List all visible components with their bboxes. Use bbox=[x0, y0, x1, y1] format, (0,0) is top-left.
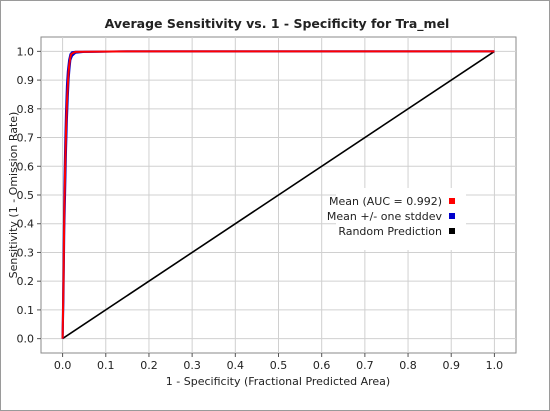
x-tick-label: 0.8 bbox=[399, 359, 417, 372]
x-axis-label: 1 - Specificity (Fractional Predicted Ar… bbox=[166, 375, 390, 388]
legend-label-random: Random Prediction bbox=[338, 225, 442, 238]
y-tick-label: 0.6 bbox=[17, 160, 35, 173]
x-tick-label: 0.0 bbox=[54, 359, 72, 372]
mean-roc-line bbox=[61, 50, 495, 339]
y-tick-label: 0.1 bbox=[17, 304, 35, 317]
legend-swatch-stddev bbox=[449, 213, 455, 219]
x-axis-ticks: 0.0 0.1 0.2 0.3 0.4 0.5 0.6 0.7 0.8 0.9 1.0 bbox=[54, 353, 503, 372]
y-tick-label: 1.0 bbox=[17, 45, 35, 58]
y-tick-label: 0.9 bbox=[17, 74, 35, 87]
x-tick-label: 0.3 bbox=[183, 359, 201, 372]
x-tick-label: 0.9 bbox=[442, 359, 460, 372]
chart-title: Average Sensitivity vs. 1 - Specificity … bbox=[105, 16, 450, 32]
y-tick-label: 0.0 bbox=[17, 333, 35, 346]
series-layer bbox=[61, 50, 495, 340]
legend-swatch-random bbox=[449, 228, 455, 234]
legend-box bbox=[336, 188, 466, 250]
x-tick-label: 0.6 bbox=[313, 359, 331, 372]
x-tick-label: 0.2 bbox=[140, 359, 158, 372]
x-tick-label: 0.7 bbox=[356, 359, 374, 372]
y-tick-label: 0.8 bbox=[17, 103, 35, 116]
legend-label-stddev: Mean +/- one stddev bbox=[327, 210, 443, 223]
y-tick-label: 0.5 bbox=[17, 189, 35, 202]
y-tick-label: 0.4 bbox=[17, 218, 35, 231]
legend: Mean (AUC = 0.992) Mean +/- one stddev R… bbox=[327, 188, 466, 250]
y-tick-label: 0.2 bbox=[17, 275, 35, 288]
y-axis-ticks: 0.0 0.1 0.2 0.3 0.4 0.5 0.6 0.7 0.8 0.9 1.0 bbox=[17, 45, 41, 346]
y-tick-label: 0.7 bbox=[17, 132, 35, 145]
legend-swatch-mean bbox=[449, 198, 455, 204]
y-axis-label: Sensitivity (1 - Omission Rate) bbox=[7, 112, 20, 279]
legend-label-mean: Mean (AUC = 0.992) bbox=[329, 195, 442, 208]
random-prediction-line bbox=[62, 50, 495, 340]
x-tick-label: 0.4 bbox=[227, 359, 245, 372]
y-tick-label: 0.3 bbox=[17, 246, 35, 259]
x-tick-label: 0.5 bbox=[270, 359, 288, 372]
x-tick-label: 0.1 bbox=[97, 359, 115, 372]
x-tick-label: 1.0 bbox=[486, 359, 504, 372]
